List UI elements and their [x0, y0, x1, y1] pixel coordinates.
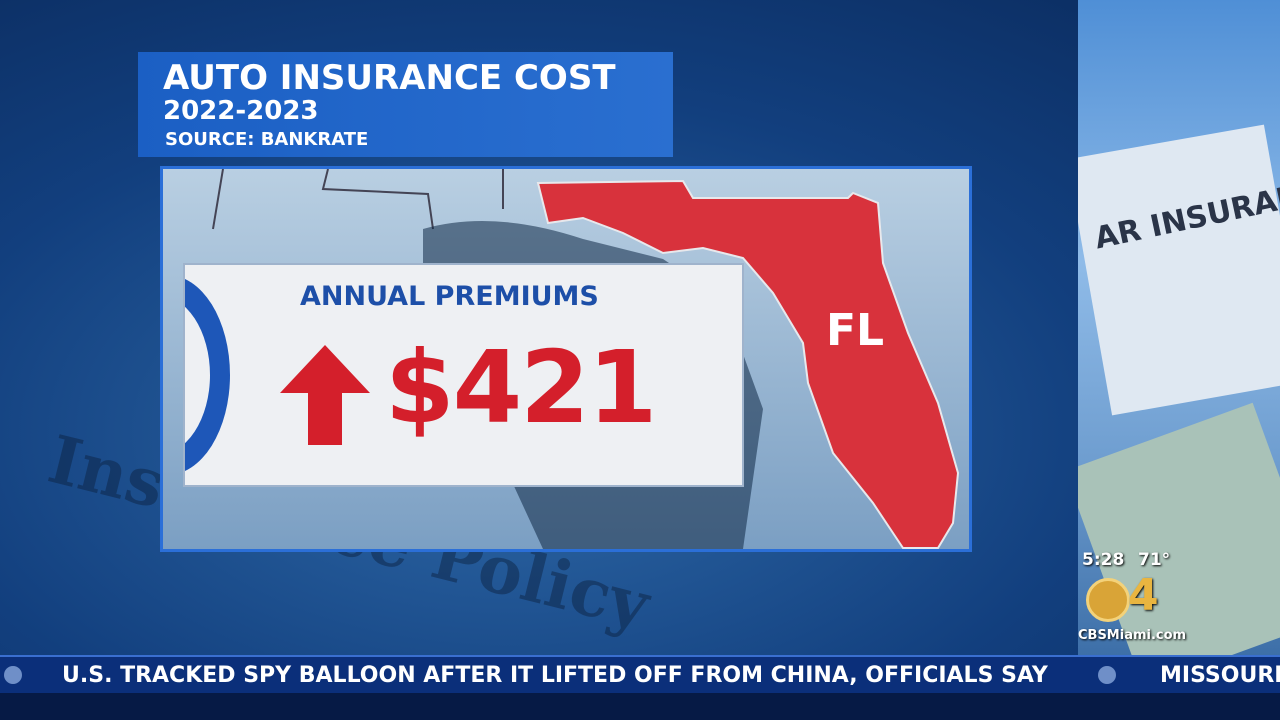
station-temp: 71°	[1138, 550, 1171, 570]
ticker-bullet	[1098, 666, 1116, 684]
premium-box: ANNUAL PREMIUMS $421	[183, 263, 744, 487]
up-arrow	[280, 345, 370, 445]
paper	[1078, 124, 1280, 416]
years: 2022-2023	[163, 96, 319, 126]
ticker-bar: U.S. TRACKED SPY BALLOON AFTER IT LIFTED…	[0, 655, 1280, 695]
premium-label: ANNUAL PREMIUMS	[300, 281, 599, 312]
source: SOURCE: BANKRATE	[165, 129, 369, 150]
station-website: CBSMiami.com	[1078, 628, 1187, 643]
bottom-strip	[0, 693, 1280, 720]
state-borders	[212, 169, 504, 230]
title: AUTO INSURANCE COST	[163, 58, 616, 98]
ticker-next: MISSOURI	[1160, 663, 1280, 688]
premium-amount: $421	[385, 329, 657, 446]
ticker-bullet	[4, 666, 22, 684]
arrow-shape	[280, 345, 370, 445]
channel-number: 4	[1128, 570, 1159, 621]
title-box: AUTO INSURANCE COST 2022-2023 SOURCE: BA…	[138, 52, 673, 157]
side-photo: AR INSURAN 5:28 71° 4 CBSMiami.com	[1078, 0, 1280, 655]
florida	[536, 179, 960, 549]
state-label: FL	[826, 305, 884, 356]
ticker-headline: U.S. TRACKED SPY BALLOON AFTER IT LIFTED…	[62, 663, 1048, 688]
cbs-eye	[1086, 578, 1130, 622]
station-time: 5:28	[1082, 550, 1125, 570]
